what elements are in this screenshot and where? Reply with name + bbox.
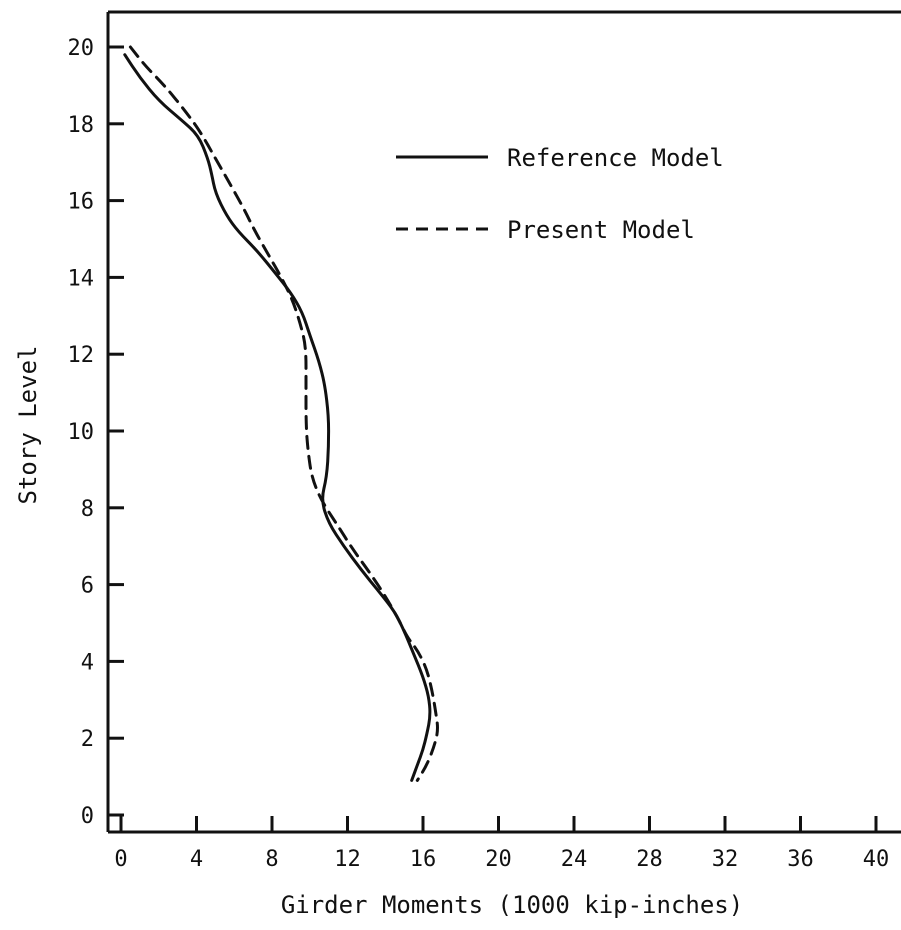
x-ticks: 0 4 8 12 16 20 24 28 32 36 40 <box>114 816 889 872</box>
x-tick-label: 12 <box>334 847 361 872</box>
x-tick-label: 8 <box>265 847 278 872</box>
y-tick-label: 18 <box>68 113 95 138</box>
legend-label-reference-model: Reference Model <box>507 144 724 172</box>
x-tick-label: 28 <box>636 847 663 872</box>
y-tick-label: 4 <box>81 650 94 675</box>
y-ticks: 0 2 4 6 8 10 12 14 16 18 20 <box>68 36 124 829</box>
x-tick-label: 0 <box>114 847 127 872</box>
y-tick-label: 16 <box>68 190 95 215</box>
y-axis-title: Story Level <box>14 346 42 505</box>
y-tick-label: 8 <box>81 497 94 522</box>
x-tick-label: 36 <box>787 847 814 872</box>
y-tick-label: 20 <box>68 36 95 61</box>
legend-label-present-model: Present Model <box>507 216 695 244</box>
y-tick-label: 6 <box>81 574 94 599</box>
series-layer <box>123 45 439 782</box>
x-tick-label: 16 <box>410 847 437 872</box>
y-tick-label: 14 <box>68 266 95 291</box>
legend: Reference Model Present Model <box>396 144 724 244</box>
series-line-reference-model <box>123 53 432 782</box>
series-line-present-model <box>128 45 439 782</box>
x-tick-label: 40 <box>863 847 890 872</box>
y-tick-label: 12 <box>68 343 95 368</box>
x-tick-label: 20 <box>485 847 512 872</box>
y-tick-label: 10 <box>68 420 95 445</box>
y-tick-label: 2 <box>81 727 94 752</box>
y-tick-label: 0 <box>81 804 94 829</box>
x-tick-label: 32 <box>712 847 739 872</box>
x-tick-label: 4 <box>190 847 203 872</box>
x-axis-title: Girder Moments (1000 kip-inches) <box>281 891 743 919</box>
x-tick-label: 24 <box>561 847 588 872</box>
